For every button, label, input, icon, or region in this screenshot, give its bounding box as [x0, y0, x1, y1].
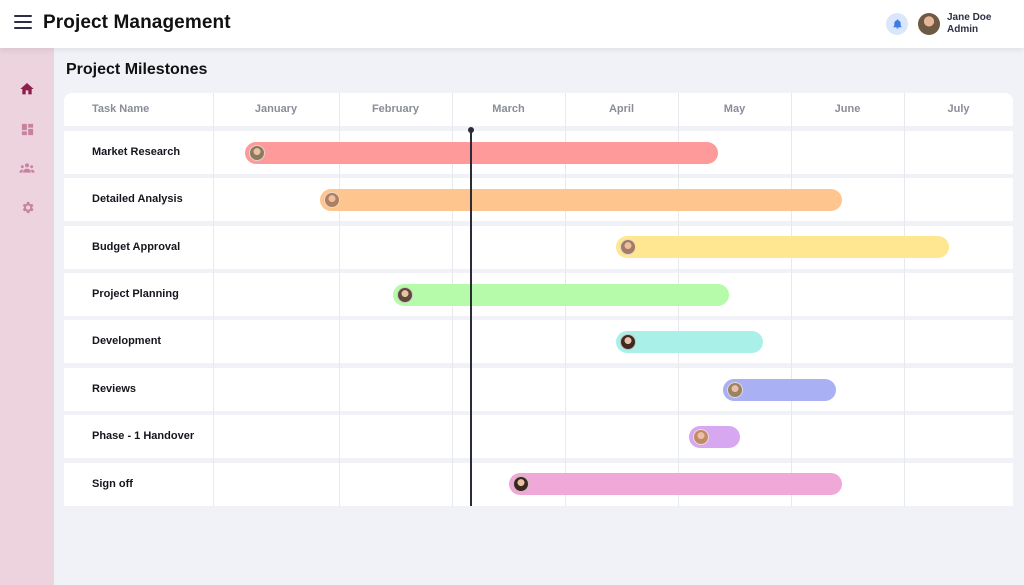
month-label: April [608, 103, 635, 115]
month-label: March [492, 103, 525, 115]
user-role: Admin [947, 24, 979, 35]
milestone-bar[interactable] [393, 283, 729, 306]
assignee-avatar [693, 428, 710, 445]
month-label: January [254, 103, 298, 115]
dashboard-icon [21, 123, 33, 135]
grid-divider [213, 93, 214, 506]
today-marker-line [470, 131, 473, 506]
home-icon [20, 83, 34, 95]
timeline-header: Task Name January February March April M… [64, 93, 1013, 126]
team-icon [19, 163, 35, 173]
task-row: Reviews [64, 368, 1013, 411]
milestone-bar[interactable] [615, 331, 763, 354]
bell-icon [892, 19, 902, 29]
milestone-bar[interactable] [723, 378, 837, 401]
user-name: Jane Doe [947, 12, 992, 23]
sidebar [0, 48, 54, 585]
assignee-avatar [248, 144, 265, 161]
task-name: Market Research [92, 146, 181, 158]
assignee-avatar [324, 191, 341, 208]
month-label: February [371, 103, 420, 115]
task-name: Phase - 1 Handover [92, 430, 195, 442]
sidebar-item-settings[interactable] [19, 199, 35, 215]
task-name: Reviews [92, 383, 137, 395]
grid-divider [339, 93, 340, 506]
assignee-avatar [619, 334, 636, 351]
milestone-bar[interactable] [244, 141, 718, 164]
sidebar-item-dashboard[interactable] [19, 121, 35, 137]
menu-icon[interactable] [14, 15, 32, 33]
month-label: May [723, 103, 746, 115]
task-row: Phase - 1 Handover [64, 415, 1013, 458]
assignee-avatar [512, 476, 529, 493]
top-bar: Project Management Jane Doe Admin [0, 0, 1024, 48]
task-name: Sign off [92, 478, 133, 490]
task-name: Project Planning [92, 288, 179, 300]
task-name: Budget Approval [92, 241, 181, 253]
user-avatar[interactable] [918, 13, 940, 35]
notifications-button[interactable] [886, 13, 908, 35]
milestone-bar[interactable] [615, 236, 950, 259]
assignee-avatar [727, 381, 744, 398]
task-name: Development [92, 335, 162, 347]
milestone-bar[interactable] [508, 473, 842, 496]
milestone-bar[interactable] [320, 188, 842, 211]
assignee-avatar [397, 286, 414, 303]
grid-divider [904, 93, 905, 506]
sidebar-item-home[interactable] [19, 81, 35, 97]
task-name-header: Task Name [92, 103, 150, 115]
sidebar-item-team[interactable] [19, 160, 35, 176]
gear-icon [22, 201, 33, 213]
month-label: June [834, 103, 861, 115]
page-title: Project Milestones [66, 61, 208, 78]
assignee-avatar [619, 239, 636, 256]
milestone-bar[interactable] [689, 425, 741, 448]
task-name: Detailed Analysis [92, 193, 183, 205]
grid-divider [791, 93, 792, 506]
app-title: Project Management [43, 12, 231, 33]
month-label: July [947, 103, 970, 115]
today-marker-dot [468, 127, 475, 133]
task-row: Development [64, 320, 1013, 363]
